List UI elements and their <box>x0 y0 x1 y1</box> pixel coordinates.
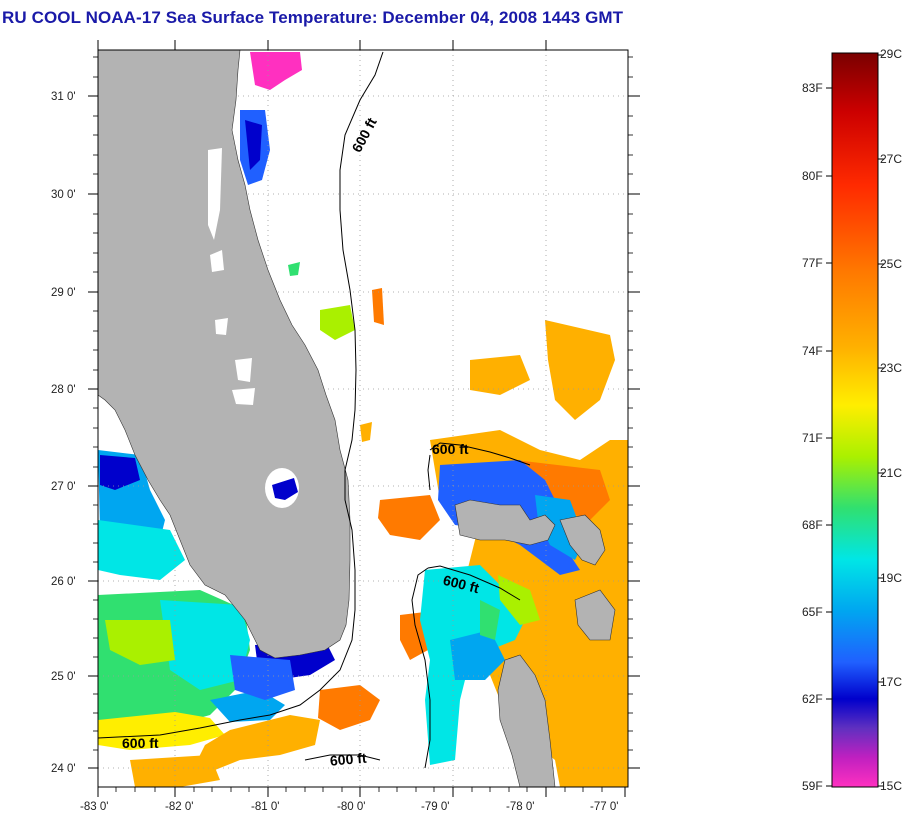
colorbar-f-label: 74F <box>802 344 823 358</box>
lat-label: 24 0' <box>51 763 76 775</box>
colorbar-ticks <box>826 54 884 787</box>
colorbar-c-label: 17C <box>880 675 903 689</box>
colorbar-f-label: 77F <box>802 256 823 270</box>
lat-label: 30 0' <box>51 189 76 201</box>
colorbar-c-label: 29C <box>880 47 903 61</box>
contour-label: 600 ft <box>329 750 367 769</box>
colorbar-f-label: 62F <box>802 692 823 706</box>
lat-label: 25 0' <box>51 671 76 683</box>
colorbar-c-label: 21C <box>880 466 903 480</box>
lon-label: -81 0' <box>251 801 279 813</box>
colorbar-f-label: 59F <box>802 779 823 793</box>
lon-label: -80 0' <box>337 801 365 813</box>
lon-label: -77 0' <box>590 801 618 813</box>
colorbar-c-label: 15C <box>880 779 903 793</box>
lon-label: -78 0' <box>506 801 534 813</box>
minor-ticks <box>93 56 633 792</box>
lon-label: -83 0' <box>80 801 108 813</box>
colorbar-c-label: 25C <box>880 257 903 271</box>
lat-label: 29 0' <box>51 287 76 299</box>
colorbar-f-label: 68F <box>802 518 823 532</box>
lon-label: -82 0' <box>165 801 193 813</box>
sst-data-layer <box>98 52 628 787</box>
lon-label: -79 0' <box>421 801 449 813</box>
colorbar-f-label: 65F <box>802 605 823 619</box>
lat-label: 31 0' <box>51 91 76 103</box>
plot-frame <box>97 49 629 788</box>
colorbar <box>831 52 879 788</box>
grid-lines <box>98 50 628 787</box>
colorbar-f-label: 83F <box>802 81 823 95</box>
contour-label: 600 ft <box>432 441 469 457</box>
colorbar-c-label: 23C <box>880 361 903 375</box>
colorbar-c-label: 19C <box>880 571 903 585</box>
bahamas-land <box>454 499 556 546</box>
colorbar-f-label: 80F <box>802 169 823 183</box>
axis-ticks <box>88 40 640 797</box>
lat-label: 27 0' <box>51 481 76 493</box>
map-title: RU COOL NOAA-17 Sea Surface Temperature:… <box>2 8 624 27</box>
lat-label: 26 0' <box>51 576 76 588</box>
contour-label: 600 ft <box>122 735 159 751</box>
lat-label: 28 0' <box>51 384 76 396</box>
colorbar-f-label: 71F <box>802 431 823 445</box>
colorbar-c-label: 27C <box>880 152 903 166</box>
depth-contours <box>98 51 531 769</box>
